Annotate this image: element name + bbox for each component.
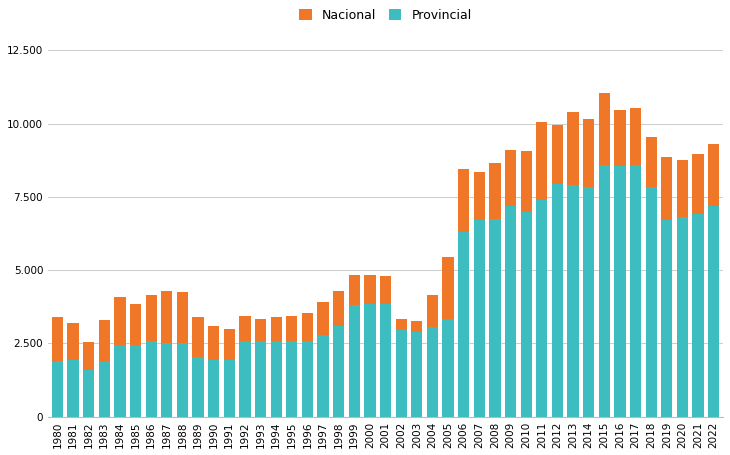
Bar <box>271 340 282 417</box>
Legend: Nacional, Provincial: Nacional, Provincial <box>294 4 477 27</box>
Bar <box>552 184 563 417</box>
Bar <box>99 320 110 361</box>
Bar <box>364 274 375 304</box>
Bar <box>67 359 79 417</box>
Bar <box>693 214 704 417</box>
Bar <box>333 326 345 417</box>
Bar <box>130 304 141 345</box>
Bar <box>442 257 453 318</box>
Bar <box>177 292 188 344</box>
Bar <box>349 305 360 417</box>
Bar <box>677 217 688 417</box>
Bar <box>583 187 594 417</box>
Bar <box>193 317 204 357</box>
Bar <box>52 361 63 417</box>
Bar <box>615 166 626 417</box>
Bar <box>177 344 188 417</box>
Bar <box>99 361 110 417</box>
Bar <box>599 165 610 417</box>
Bar <box>630 107 641 165</box>
Bar <box>301 340 313 417</box>
Bar <box>599 93 610 165</box>
Bar <box>130 345 141 417</box>
Bar <box>208 326 219 359</box>
Bar <box>83 370 94 417</box>
Bar <box>645 137 657 187</box>
Bar <box>708 206 719 417</box>
Bar <box>552 125 563 184</box>
Bar <box>223 329 235 359</box>
Bar <box>520 152 532 212</box>
Bar <box>318 303 328 334</box>
Bar <box>161 291 172 344</box>
Bar <box>505 206 516 417</box>
Bar <box>505 150 516 206</box>
Bar <box>380 304 391 417</box>
Bar <box>161 344 172 417</box>
Bar <box>520 212 532 417</box>
Bar <box>661 220 672 417</box>
Bar <box>145 295 157 340</box>
Bar <box>239 340 250 417</box>
Bar <box>208 359 219 417</box>
Bar <box>255 340 266 417</box>
Bar <box>411 321 423 332</box>
Bar <box>83 342 94 370</box>
Bar <box>458 169 469 232</box>
Bar <box>286 340 297 417</box>
Bar <box>286 316 297 340</box>
Bar <box>271 317 282 340</box>
Bar <box>661 157 672 220</box>
Bar <box>318 334 328 417</box>
Bar <box>115 297 126 345</box>
Bar <box>645 187 657 417</box>
Bar <box>411 332 423 417</box>
Bar <box>115 345 126 417</box>
Bar <box>427 327 438 417</box>
Bar <box>442 318 453 417</box>
Bar <box>677 160 688 217</box>
Bar <box>693 154 704 214</box>
Bar <box>567 185 579 417</box>
Bar <box>239 316 250 340</box>
Bar <box>349 274 360 305</box>
Bar <box>396 319 407 330</box>
Bar <box>567 112 579 185</box>
Bar <box>708 144 719 206</box>
Bar <box>630 165 641 417</box>
Bar <box>536 200 548 417</box>
Bar <box>364 304 375 417</box>
Bar <box>583 119 594 187</box>
Bar <box>615 111 626 166</box>
Bar <box>255 318 266 340</box>
Bar <box>301 313 313 340</box>
Bar <box>193 357 204 417</box>
Bar <box>145 340 157 417</box>
Bar <box>396 330 407 417</box>
Bar <box>458 232 469 417</box>
Bar <box>52 317 63 361</box>
Bar <box>474 172 485 220</box>
Bar <box>380 276 391 304</box>
Bar <box>474 220 485 417</box>
Bar <box>67 323 79 359</box>
Bar <box>223 359 235 417</box>
Bar <box>427 295 438 327</box>
Bar <box>536 122 548 200</box>
Bar <box>489 163 501 219</box>
Bar <box>489 219 501 417</box>
Bar <box>333 291 345 326</box>
